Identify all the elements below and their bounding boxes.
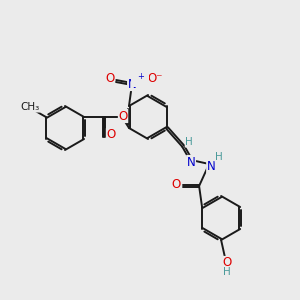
- Text: O: O: [118, 110, 128, 122]
- Text: H: H: [185, 137, 193, 147]
- Text: N: N: [207, 160, 215, 172]
- Text: O: O: [105, 73, 115, 85]
- Text: O: O: [106, 128, 116, 142]
- Text: CH₃: CH₃: [21, 102, 40, 112]
- Text: O⁻: O⁻: [147, 73, 163, 85]
- Text: O: O: [172, 178, 181, 191]
- Text: N: N: [187, 155, 196, 169]
- Text: N: N: [128, 77, 136, 91]
- Text: H: H: [215, 152, 223, 162]
- Text: H: H: [223, 267, 231, 277]
- Text: O: O: [223, 256, 232, 269]
- Text: +: +: [137, 72, 144, 81]
